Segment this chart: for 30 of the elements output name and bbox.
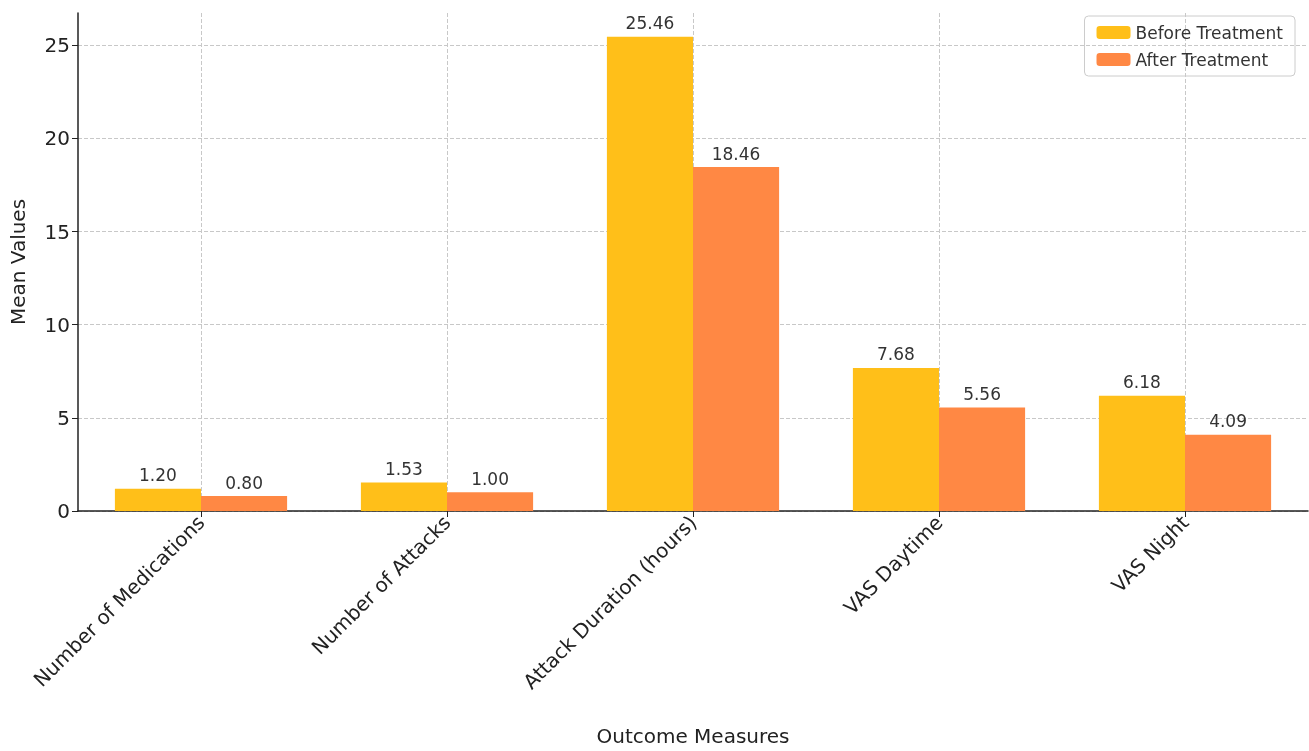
data-label: 5.56: [963, 383, 1001, 404]
data-label: 1.00: [471, 468, 509, 489]
data-label: 7.68: [877, 344, 915, 365]
y-tick-label: 5: [57, 405, 70, 430]
y-axis-title: Mean Values: [6, 198, 30, 326]
bar: [201, 496, 288, 511]
bar: [606, 36, 693, 511]
y-tick-label: 0: [57, 499, 70, 523]
bar: [447, 492, 534, 511]
x-axis-title: Outcome Measures: [596, 724, 790, 748]
data-label: 18.46: [711, 143, 761, 164]
bar: [1185, 434, 1272, 511]
bar: [939, 407, 1026, 511]
data-label: 6.18: [1123, 372, 1161, 393]
data-label: 4.09: [1209, 411, 1247, 432]
data-label: 0.80: [225, 472, 263, 493]
bar: [114, 488, 201, 511]
bar: [360, 482, 447, 511]
y-tick-label: 25: [44, 33, 70, 58]
bar: [852, 367, 939, 511]
y-tick-label: 15: [44, 219, 70, 244]
legend-label: Before Treatment: [1135, 22, 1284, 43]
legend-label: After Treatment: [1135, 49, 1269, 70]
bar: [1098, 395, 1185, 511]
bar: [693, 167, 780, 511]
y-tick-label: 10: [44, 312, 70, 337]
data-label: 1.53: [385, 458, 423, 479]
y-tick-label: 20: [44, 126, 70, 151]
data-label: 1.20: [139, 465, 177, 486]
data-label: 25.46: [625, 13, 675, 34]
